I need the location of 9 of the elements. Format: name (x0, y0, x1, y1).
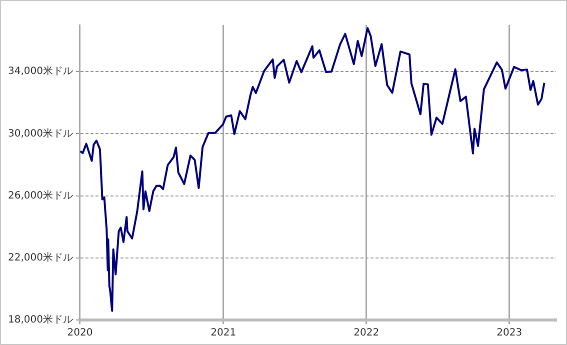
x-tick-label: 2022 (354, 328, 380, 339)
x-tick-label: 2021 (210, 328, 236, 339)
y-tick-label: 22,000米ドル (8, 251, 73, 264)
x-tick-label: 2023 (496, 328, 522, 339)
y-tick-label: 18,000米ドル (8, 314, 73, 326)
y-tick-label: 26,000米ドル (8, 189, 73, 202)
x-tick-label: 2020 (67, 328, 93, 339)
y-tick-label: 30,000米ドル (8, 127, 73, 140)
y-tick-label: 34,000米ドル (8, 65, 73, 78)
